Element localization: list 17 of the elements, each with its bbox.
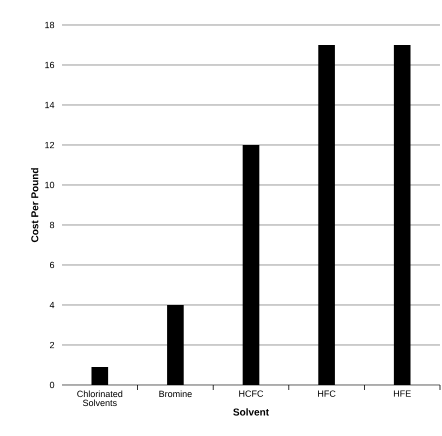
- y-tick-label: 6: [50, 262, 54, 268]
- y-tick-label: 16: [45, 62, 54, 68]
- y-tick-label: 14: [45, 102, 54, 108]
- x-axis-title: Solvent: [233, 408, 269, 416]
- y-tick-label: 18: [45, 22, 54, 28]
- y-tick-label: 0: [50, 382, 54, 388]
- y-tick-label: 8: [50, 222, 54, 228]
- y-tick-label: 12: [45, 142, 54, 148]
- x-tick-label: HFE: [394, 390, 411, 397]
- x-tick-label: HFC: [318, 390, 336, 397]
- x-tick-label: HCFC: [239, 390, 264, 397]
- x-tick-label: Chlorinated Solvents: [77, 390, 122, 406]
- y-axis-title: Cost Per Pound: [30, 168, 38, 242]
- x-tick-label: Bromine: [159, 390, 192, 398]
- y-tick-label: 10: [45, 182, 54, 188]
- y-tick-label: 4: [50, 302, 54, 308]
- y-tick-label: 2: [50, 342, 54, 348]
